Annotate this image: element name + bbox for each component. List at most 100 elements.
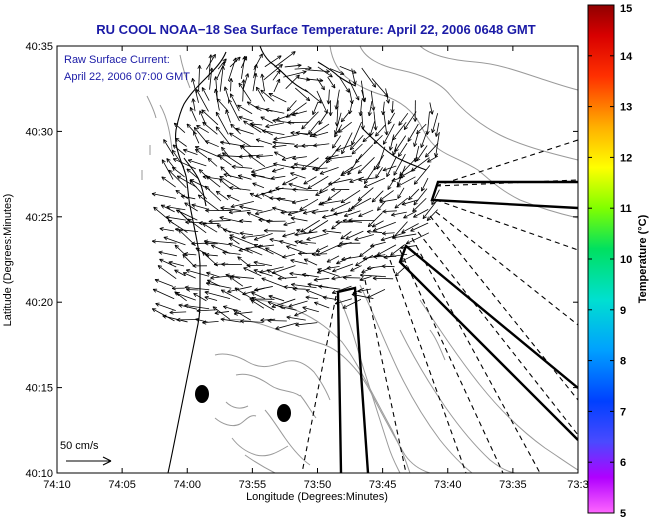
current-vector (319, 177, 341, 193)
current-vector-head (166, 205, 171, 208)
current-vector (373, 221, 396, 232)
current-vector (398, 142, 408, 157)
current-vector-head (194, 126, 199, 130)
current-vector-head (290, 130, 295, 134)
current-vector-head (243, 120, 246, 125)
current-vector-head (296, 228, 301, 231)
current-vector-head (203, 240, 208, 244)
current-vector (339, 77, 350, 93)
current-vector (186, 269, 210, 277)
current-vector (301, 157, 319, 171)
current-vector-head (351, 152, 357, 155)
current-vector-head (255, 213, 260, 216)
current-vector (335, 89, 340, 110)
current-vector-head (303, 180, 307, 185)
current-vector-head (256, 138, 261, 140)
current-vector-head (230, 78, 234, 83)
current-vector-head (269, 197, 274, 201)
current-vector-head (368, 112, 372, 117)
current-vector-head (340, 235, 344, 240)
current-vector-head (308, 229, 312, 233)
current-vector-head (178, 304, 183, 308)
current-vector-head (229, 237, 232, 242)
current-vector-head (276, 198, 281, 202)
current-vector-head (275, 186, 280, 189)
current-vector-head (280, 64, 283, 69)
current-vector (229, 234, 254, 245)
current-vector (155, 303, 176, 311)
current-vector-head (355, 262, 359, 266)
current-vector-head (195, 247, 199, 252)
current-vector (201, 87, 210, 101)
current-vector (163, 139, 175, 157)
current-vector-head (221, 152, 225, 157)
current-vector-head (240, 145, 245, 148)
current-vector (233, 309, 251, 321)
current-vector-head (154, 279, 159, 283)
current-vector-head (213, 88, 216, 93)
current-vector-head (178, 229, 181, 234)
current-vector-head (186, 168, 189, 173)
current-vector-head (227, 291, 232, 294)
current-vector-head (210, 54, 213, 59)
current-vector-head (292, 288, 297, 291)
current-vector-head (335, 303, 340, 305)
current-vector-head (412, 209, 417, 213)
current-vector (216, 61, 225, 79)
current-vector (217, 154, 242, 158)
current-vector-head (412, 207, 415, 212)
current-vector-head (220, 317, 225, 320)
current-vector-head (171, 149, 174, 155)
current-vector-head (340, 172, 344, 176)
current-vector-head (341, 256, 346, 260)
current-vector-head (182, 272, 187, 276)
colorbar-tick-label: 9 (620, 305, 626, 317)
current-vector-head (174, 138, 178, 142)
current-vector (205, 254, 218, 257)
current-vector-head (341, 71, 345, 75)
current-vector-head (354, 236, 358, 241)
current-vector-head (366, 231, 371, 234)
current-vector-head (231, 164, 236, 167)
current-vector-head (198, 221, 203, 224)
current-vector-head (263, 230, 268, 233)
current-vector-head (325, 69, 330, 72)
current-vector-head (364, 97, 367, 103)
current-vector-head (273, 138, 278, 141)
current-vector (340, 231, 352, 240)
current-vector-head (216, 190, 221, 193)
current-vector-head (345, 90, 350, 93)
current-vector (184, 305, 210, 310)
current-vector-head (273, 136, 278, 140)
current-vector-head (204, 242, 209, 246)
current-vector (351, 143, 363, 155)
current-vector-head (206, 272, 210, 276)
current-timestamp: April 22, 2006 07:00 GMT (64, 71, 190, 83)
current-vector-head (342, 218, 347, 221)
current-vector-head (354, 80, 357, 85)
current-vector (401, 223, 419, 233)
current-vector-head (230, 93, 234, 97)
current-vector (290, 132, 317, 135)
current-vector-head (357, 169, 360, 174)
current-vector-head (290, 217, 295, 221)
current-vector (318, 111, 328, 125)
current-vector (222, 251, 241, 255)
current-vector-head (376, 251, 380, 256)
current-vector-head (323, 85, 325, 90)
current-vector (308, 120, 320, 135)
current-vector (334, 124, 343, 138)
current-vector (220, 207, 242, 211)
current-vector-head (252, 182, 256, 187)
current-vector-head (400, 245, 404, 249)
current-vector (163, 236, 186, 246)
current-vector-head (364, 179, 366, 184)
current-vector (198, 65, 201, 91)
current-vector (392, 121, 407, 141)
current-vector-head (373, 256, 378, 259)
current-vector-head (204, 185, 207, 190)
current-vector-head (347, 172, 352, 176)
current-vector (420, 132, 427, 148)
current-vector (285, 74, 300, 89)
current-vector-head (251, 173, 256, 175)
